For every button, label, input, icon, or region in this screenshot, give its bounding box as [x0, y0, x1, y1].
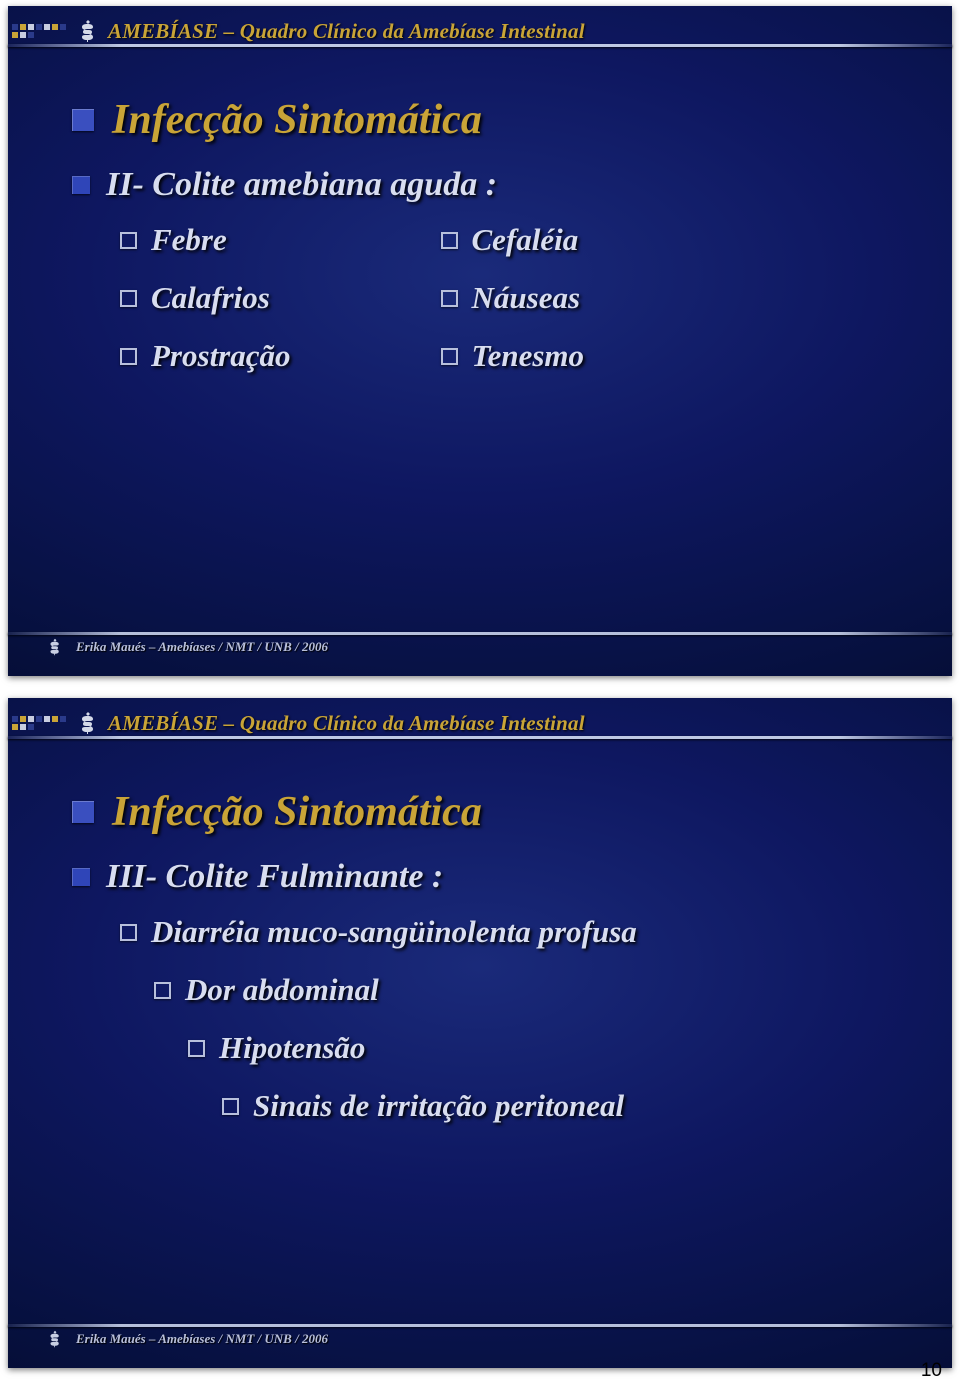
item-text: Náuseas — [472, 280, 581, 316]
header-prefix: AMEBÍASE — [108, 19, 218, 43]
item-text: Febre — [151, 222, 227, 258]
page-number: 10 — [921, 1360, 942, 1382]
item-text: Hipotensão — [219, 1030, 365, 1066]
header-title: AMEBÍASE – Quadro Clínico da Amebíase In… — [108, 711, 585, 736]
caduceus-icon — [44, 1330, 66, 1348]
header-dash: – — [224, 711, 240, 735]
header-underline — [8, 736, 952, 739]
level2-text: III- Colite Fulminante : — [106, 858, 443, 896]
list-item: Sinais de irritação peritoneal — [222, 1088, 912, 1124]
level1-row: Infecção Sintomática — [72, 96, 912, 144]
list-item: Diarréia muco-sangüinolenta profusa — [120, 914, 912, 950]
indented-list: Diarréia muco-sangüinolenta profusa Dor … — [120, 914, 912, 1124]
level1-text: Infecção Sintomática — [112, 96, 482, 144]
outline-square-icon — [120, 290, 137, 307]
list-item: Hipotensão — [188, 1030, 912, 1066]
level2-row: II- Colite amebiana aguda : — [72, 166, 912, 204]
left-column: Febre Calafrios Prostração — [120, 222, 291, 374]
slide-content: Infecção Sintomática II- Colite amebiana… — [72, 96, 912, 374]
outline-square-icon — [222, 1098, 239, 1115]
square-bullet-icon — [72, 868, 90, 886]
two-column-list: Febre Calafrios Prostração Cefaléia Náus… — [120, 222, 912, 374]
outline-square-icon — [154, 982, 171, 999]
header-suffix: Quadro Clínico da Amebíase Intestinal — [240, 19, 585, 43]
square-bullet-icon — [72, 176, 90, 194]
footer-overline — [8, 1324, 952, 1327]
slide-1: AMEBÍASE – Quadro Clínico da Amebíase In… — [8, 6, 952, 676]
caduceus-icon — [76, 710, 100, 736]
list-item: Tenesmo — [441, 338, 585, 374]
level2-text: II- Colite amebiana aguda : — [106, 166, 497, 204]
square-bullet-icon — [72, 109, 94, 131]
level1-row: Infecção Sintomática — [72, 788, 912, 836]
slide-footer: Erika Maués – Amebíases / NMT / UNB / 20… — [8, 1324, 952, 1358]
slide-2: AMEBÍASE – Quadro Clínico da Amebíase In… — [8, 698, 952, 1368]
level2-row: III- Colite Fulminante : — [72, 858, 912, 896]
outline-square-icon — [441, 232, 458, 249]
outline-square-icon — [120, 232, 137, 249]
square-bullet-icon — [72, 801, 94, 823]
caduceus-icon — [44, 638, 66, 656]
outline-square-icon — [120, 924, 137, 941]
item-text: Prostração — [151, 338, 291, 374]
list-item: Febre — [120, 222, 291, 258]
slide-content: Infecção Sintomática III- Colite Fulmina… — [72, 788, 912, 1124]
caduceus-icon — [76, 18, 100, 44]
right-column: Cefaléia Náuseas Tenesmo — [441, 222, 585, 374]
outline-square-icon — [441, 348, 458, 365]
header-deco-squares — [12, 709, 70, 737]
list-item: Náuseas — [441, 280, 585, 316]
item-text: Diarréia muco-sangüinolenta profusa — [151, 914, 637, 950]
list-item: Cefaléia — [441, 222, 585, 258]
list-item: Dor abdominal — [154, 972, 912, 1008]
outline-square-icon — [188, 1040, 205, 1057]
header-suffix: Quadro Clínico da Amebíase Intestinal — [240, 711, 585, 735]
item-text: Calafrios — [151, 280, 270, 316]
footer-content: Erika Maués – Amebíases / NMT / UNB / 20… — [44, 638, 328, 656]
outline-square-icon — [120, 348, 137, 365]
slide-footer: Erika Maués – Amebíases / NMT / UNB / 20… — [8, 632, 952, 666]
footer-text: Erika Maués – Amebíases / NMT / UNB / 20… — [76, 639, 328, 655]
footer-content: Erika Maués – Amebíases / NMT / UNB / 20… — [44, 1330, 328, 1348]
header-dash: – — [224, 19, 240, 43]
list-item: Calafrios — [120, 280, 291, 316]
header-title: AMEBÍASE – Quadro Clínico da Amebíase In… — [108, 19, 585, 44]
level1-text: Infecção Sintomática — [112, 788, 482, 836]
header-underline — [8, 44, 952, 47]
header-deco-squares — [12, 17, 70, 45]
list-item: Prostração — [120, 338, 291, 374]
outline-square-icon — [441, 290, 458, 307]
item-text: Tenesmo — [472, 338, 585, 374]
footer-text: Erika Maués – Amebíases / NMT / UNB / 20… — [76, 1331, 328, 1347]
header-prefix: AMEBÍASE — [108, 711, 218, 735]
item-text: Sinais de irritação peritoneal — [253, 1088, 624, 1124]
item-text: Dor abdominal — [185, 972, 379, 1008]
footer-overline — [8, 632, 952, 635]
item-text: Cefaléia — [472, 222, 579, 258]
